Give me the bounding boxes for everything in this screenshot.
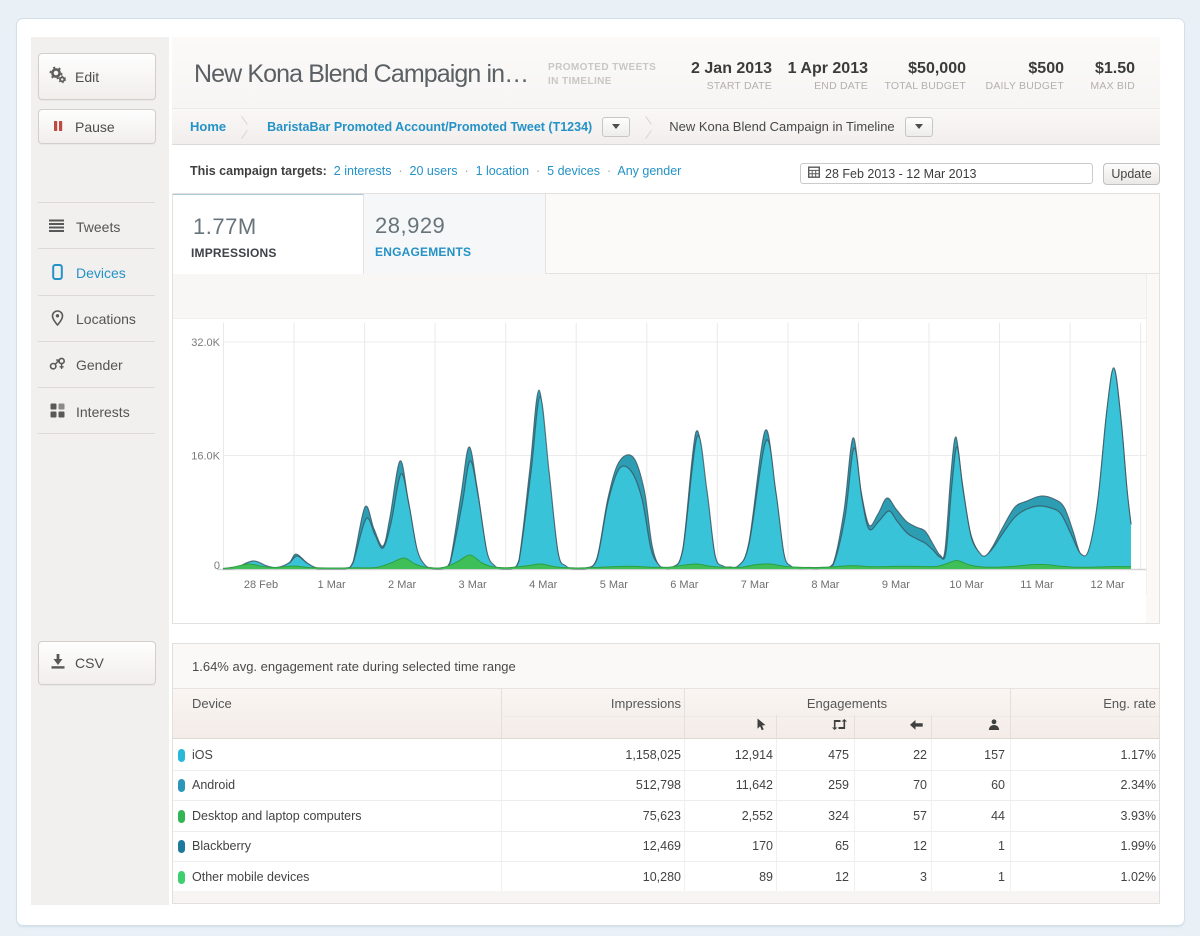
svg-text:7 Mar: 7 Mar: [741, 579, 769, 591]
svg-text:2 Mar: 2 Mar: [388, 579, 416, 591]
svg-text:4 Mar: 4 Mar: [529, 579, 557, 591]
svg-text:11 Mar: 11 Mar: [1020, 579, 1054, 591]
svg-text:8 Mar: 8 Mar: [811, 579, 839, 591]
svg-text:32.0K: 32.0K: [191, 337, 220, 349]
svg-text:3 Mar: 3 Mar: [459, 579, 487, 591]
svg-text:1 Mar: 1 Mar: [318, 579, 346, 591]
svg-text:12 Mar: 12 Mar: [1090, 579, 1125, 591]
svg-text:28 Feb: 28 Feb: [244, 579, 278, 591]
svg-text:9 Mar: 9 Mar: [882, 579, 910, 591]
svg-text:16.0K: 16.0K: [191, 451, 220, 463]
svg-text:0: 0: [214, 560, 220, 572]
svg-text:6 Mar: 6 Mar: [670, 579, 698, 591]
svg-text:10 Mar: 10 Mar: [949, 579, 984, 591]
svg-text:5 Mar: 5 Mar: [600, 579, 628, 591]
